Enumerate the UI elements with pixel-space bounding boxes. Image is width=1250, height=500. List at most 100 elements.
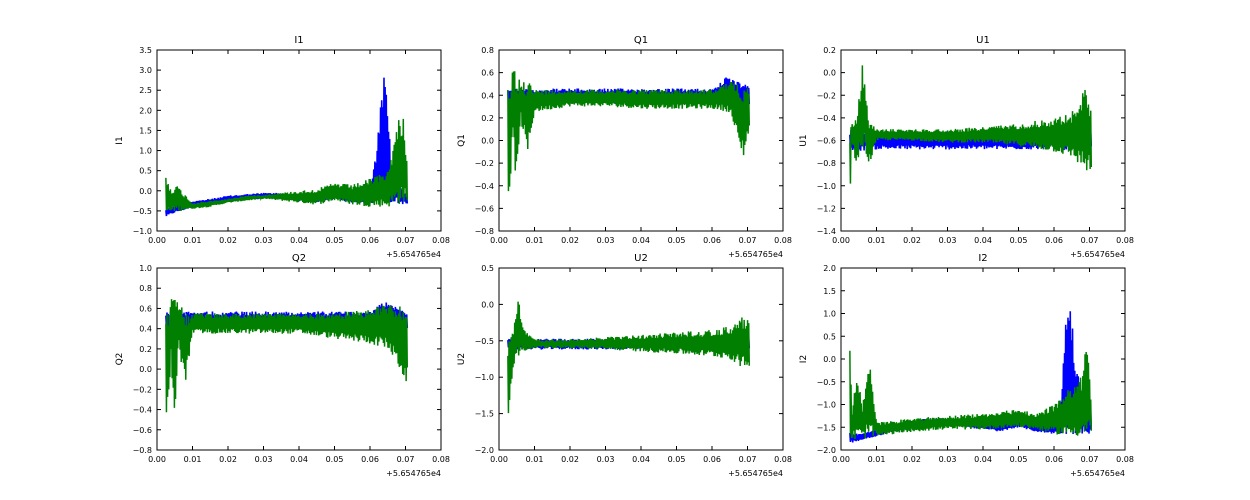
x-offset-label: +5.654765e4 <box>1070 250 1125 259</box>
subplot-title: I2 <box>978 253 987 264</box>
x-tick-label: 0.04 <box>632 455 650 464</box>
x-tick-label: 0.05 <box>668 236 686 245</box>
y-tick-label: −0.2 <box>133 385 152 394</box>
x-tick-label: 0.03 <box>939 455 957 464</box>
series-line-green <box>165 299 409 413</box>
x-tick-label: 0.03 <box>255 455 273 464</box>
y-tick-label: −1.5 <box>817 423 836 432</box>
y-tick-label: 1.0 <box>139 147 152 156</box>
y-axis-label: Q1 <box>457 134 467 147</box>
x-tick-label: 0.07 <box>739 455 757 464</box>
y-tick-label: 0.5 <box>823 332 836 341</box>
y-tick-label: 2.0 <box>823 264 836 273</box>
y-tick-label: −1.0 <box>475 373 494 382</box>
y-tick-label: 0.8 <box>139 284 152 293</box>
y-tick-label: 0.0 <box>481 137 494 146</box>
subplot-Q2: 0.00 0.01 0.02 0.03 0.04 0.05 0.06 0.07 0.08 −0.8… <box>115 253 450 478</box>
y-tick-label: 0.5 <box>481 264 494 273</box>
subplot-title: Q1 <box>634 35 648 46</box>
y-tick-label: 3.0 <box>139 66 152 75</box>
y-tick-label: 0.0 <box>139 365 152 374</box>
x-tick-label: 0.00 <box>490 455 508 464</box>
y-tick-label: −2.0 <box>475 446 494 455</box>
y-tick-label: −1.4 <box>817 227 836 236</box>
subplot-title: I1 <box>294 35 303 46</box>
y-tick-label: −0.8 <box>475 227 494 236</box>
y-tick-label: −1.5 <box>475 410 494 419</box>
x-tick-label: 0.00 <box>832 236 850 245</box>
y-tick-label: 0.4 <box>481 91 494 100</box>
x-tick-label: 0.04 <box>632 236 650 245</box>
y-tick-label: 2.0 <box>139 106 152 115</box>
x-tick-label: 0.04 <box>974 455 992 464</box>
x-tick-label: 0.01 <box>184 236 202 245</box>
x-offset-label: +5.654765e4 <box>728 469 783 478</box>
x-tick-label: 0.01 <box>526 455 544 464</box>
y-tick-label: 0.0 <box>823 355 836 364</box>
y-tick-label: 0.2 <box>481 114 494 123</box>
y-tick-label: −0.8 <box>817 159 836 168</box>
x-tick-label: 0.05 <box>326 455 344 464</box>
x-tick-label: 0.06 <box>703 455 721 464</box>
x-tick-label: 0.04 <box>290 455 308 464</box>
x-tick-label: 0.04 <box>974 236 992 245</box>
x-tick-label: 0.01 <box>868 236 886 245</box>
x-offset-label: +5.654765e4 <box>728 250 783 259</box>
y-tick-label: 0.0 <box>823 69 836 78</box>
y-tick-label: 1.5 <box>139 126 152 135</box>
x-tick-label: 0.08 <box>1116 455 1134 464</box>
x-tick-label: 0.00 <box>148 455 166 464</box>
x-tick-label: 0.03 <box>255 236 273 245</box>
y-tick-label: 0.5 <box>139 167 152 176</box>
y-tick-label: −0.5 <box>133 207 152 216</box>
series-line-green <box>849 65 1093 184</box>
y-tick-label: −0.4 <box>817 114 836 123</box>
x-offset-label: +5.654765e4 <box>386 469 441 478</box>
x-tick-label: 0.00 <box>148 236 166 245</box>
y-tick-label: 1.5 <box>823 287 836 296</box>
y-tick-label: −0.5 <box>817 378 836 387</box>
x-tick-label: 0.02 <box>561 455 579 464</box>
series-line-green <box>849 350 1093 440</box>
subplot-title: U1 <box>976 35 990 46</box>
y-tick-label: −1.0 <box>817 182 836 191</box>
x-tick-label: 0.03 <box>597 236 615 245</box>
y-tick-label: 1.0 <box>139 264 152 273</box>
x-tick-label: 0.06 <box>361 455 379 464</box>
x-tick-label: 0.00 <box>490 236 508 245</box>
x-tick-label: 0.07 <box>1081 455 1099 464</box>
subplot-U1: 0.00 0.01 0.02 0.03 0.04 0.05 0.06 0.07 0.08 −1.4… <box>799 35 1134 259</box>
y-tick-label: 0.2 <box>139 345 152 354</box>
x-tick-label: 0.02 <box>219 236 237 245</box>
x-tick-label: 0.02 <box>903 455 921 464</box>
y-tick-label: 0.8 <box>481 46 494 55</box>
y-tick-label: −1.0 <box>817 401 836 410</box>
x-tick-label: 0.06 <box>1045 236 1063 245</box>
x-tick-label: 0.03 <box>939 236 957 245</box>
y-tick-label: 2.5 <box>139 86 152 95</box>
x-tick-label: 0.07 <box>397 236 415 245</box>
x-tick-label: 0.08 <box>774 455 792 464</box>
series-line-green <box>165 118 409 211</box>
y-axis-label: U1 <box>799 134 809 146</box>
y-axis-label: I2 <box>799 355 809 363</box>
y-tick-label: −0.4 <box>133 406 152 415</box>
subplot-I1: 0.00 0.01 0.02 0.03 0.04 0.05 0.06 0.07 0.08 −1.0… <box>115 35 450 259</box>
y-tick-label: −2.0 <box>817 446 836 455</box>
y-tick-label: −0.6 <box>817 137 836 146</box>
y-tick-label: −0.2 <box>475 159 494 168</box>
series-line-green <box>507 71 751 192</box>
subplot-U2: 0.00 0.01 0.02 0.03 0.04 0.05 0.06 0.07 0.08 −2.0… <box>457 253 792 478</box>
y-tick-label: −0.6 <box>133 426 152 435</box>
y-tick-label: 0.2 <box>823 46 836 55</box>
x-tick-label: 0.02 <box>903 236 921 245</box>
x-tick-label: 0.07 <box>1081 236 1099 245</box>
y-tick-label: 0.4 <box>139 325 152 334</box>
subplot-Q1: 0.00 0.01 0.02 0.03 0.04 0.05 0.06 0.07 0.08 −0.8… <box>457 35 792 259</box>
x-tick-label: 0.05 <box>1010 236 1028 245</box>
y-tick-label: 0.0 <box>139 187 152 196</box>
y-tick-label: −0.5 <box>475 337 494 346</box>
y-tick-label: 0.0 <box>481 300 494 309</box>
y-axis-label: Q2 <box>115 353 125 366</box>
